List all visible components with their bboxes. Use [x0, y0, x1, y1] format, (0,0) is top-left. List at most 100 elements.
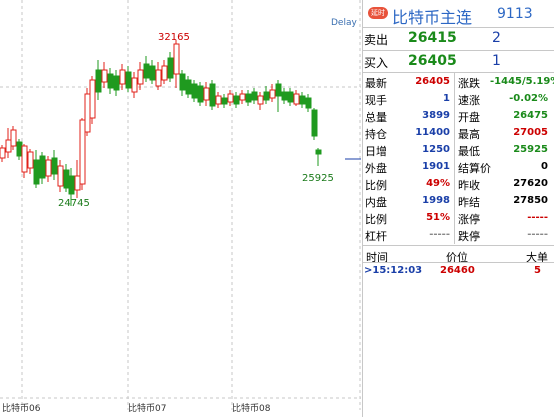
stat-label: 比例 — [365, 177, 387, 193]
candle-body — [258, 96, 263, 104]
candle-body — [126, 72, 131, 88]
stat-row: 比例 51% 涨停 ----- — [362, 209, 554, 225]
stat-row: 外盘 1901 结算价 0 — [362, 158, 554, 174]
candle-body — [28, 152, 33, 168]
stat-row: 比例 49% 昨收 27620 — [362, 175, 554, 191]
buy-volume: 1 — [492, 53, 501, 69]
candle-body — [192, 84, 197, 98]
stat-value: 11400 — [402, 127, 450, 138]
stat-label: 比例 — [365, 211, 387, 227]
candle-body — [222, 98, 227, 104]
stat-value: 26405 — [402, 76, 450, 87]
stat-value: 26475 — [490, 110, 548, 121]
stat-label: 速涨 — [458, 92, 480, 108]
candle-body — [69, 176, 74, 194]
stat-value: 51% — [402, 212, 450, 223]
candle-body — [246, 94, 251, 102]
stat-value: 1250 — [402, 144, 450, 155]
candle-body — [316, 150, 321, 154]
stat-row: 最新 26405 涨跌 -1445/5.19% — [362, 73, 554, 89]
buy-row[interactable]: 买入 26405 1 — [362, 53, 554, 72]
candle-body — [64, 170, 69, 188]
stat-value: 0 — [490, 161, 548, 172]
stat-label: 结算价 — [458, 160, 491, 176]
x-axis-label-08: 比特币08 — [232, 401, 270, 414]
divider — [362, 27, 554, 28]
candle-body — [300, 96, 305, 104]
stat-value: 49% — [402, 178, 450, 189]
candle-body — [282, 92, 287, 100]
kline-chart[interactable]: 32165 24745 25925 Delay 比特币06 比特币07 比特币08 — [0, 0, 361, 417]
stat-label: 外盘 — [365, 160, 387, 176]
stat-label: 昨结 — [458, 194, 480, 210]
candle-body — [216, 96, 221, 104]
buy-price: 26405 — [408, 53, 457, 69]
sell-volume: 2 — [492, 30, 501, 46]
stat-label: 总量 — [365, 109, 387, 125]
candle-body — [46, 160, 51, 176]
trade-time: >15:12:03 — [364, 265, 422, 276]
stat-label: 昨收 — [458, 177, 480, 193]
candle-body — [156, 70, 161, 86]
candle-body — [186, 80, 191, 94]
stat-value: -0.02% — [490, 93, 548, 104]
candle-body — [312, 110, 317, 136]
stat-value: ----- — [402, 229, 450, 240]
candle-body — [120, 70, 125, 84]
trade-price: 26460 — [440, 265, 475, 276]
stat-label: 现手 — [365, 92, 387, 108]
sell-row[interactable]: 卖出 26415 2 — [362, 30, 554, 49]
x-axis-label-07: 比特币07 — [128, 401, 166, 414]
stat-value: 25925 — [490, 144, 548, 155]
candle-body — [138, 70, 143, 84]
stat-value: 27850 — [490, 195, 548, 206]
last-price-label: 25925 — [302, 173, 334, 184]
trade-size: 5 — [534, 265, 541, 276]
candle-body — [34, 160, 39, 184]
candle-body — [80, 120, 85, 184]
instrument-code: 9113 — [497, 6, 533, 22]
sell-label: 卖出 — [364, 31, 388, 48]
stat-value: 27620 — [490, 178, 548, 189]
stat-value: -1445/5.19% — [490, 76, 548, 87]
candle-body — [96, 70, 101, 92]
candle-body — [40, 156, 45, 178]
stat-label: 涨停 — [458, 211, 480, 227]
stat-label: 持仓 — [365, 126, 387, 142]
stat-label: 跌停 — [458, 228, 480, 244]
x-axis-label-06: 比特币06 — [2, 401, 40, 414]
stat-label: 最高 — [458, 126, 480, 142]
trade-row[interactable]: >15:12:03 26460 5 — [362, 265, 554, 279]
candle-body — [114, 76, 119, 90]
stat-value: 27005 — [490, 127, 548, 138]
high-price-label: 32165 — [158, 32, 190, 43]
candle-body — [162, 66, 167, 80]
candle-body — [264, 92, 269, 100]
divider — [362, 245, 554, 246]
divider — [362, 262, 554, 263]
candle-body — [144, 64, 149, 78]
candle-body — [6, 140, 11, 152]
stat-row: 杠杆 ----- 跌停 ----- — [362, 226, 554, 242]
stat-label: 日增 — [365, 143, 387, 159]
candle-body — [85, 94, 90, 132]
candle-body — [174, 44, 179, 74]
candle-body — [168, 58, 173, 78]
candle-body — [90, 80, 95, 118]
candle-body — [132, 78, 137, 92]
candle-body — [240, 94, 245, 100]
delay-badge: 延时 — [368, 7, 388, 19]
stat-label: 最低 — [458, 143, 480, 159]
stat-value: ----- — [490, 212, 548, 223]
stat-label: 开盘 — [458, 109, 480, 125]
instrument-name: 比特币主连 — [392, 4, 472, 28]
quote-panel: 延时 比特币主连 9113 卖出 26415 2 买入 26405 1 最新 26… — [362, 0, 554, 417]
trades-header: 时间 价位 大单 — [362, 249, 554, 263]
quote-header: 延时 比特币主连 9113 — [362, 4, 554, 24]
candle-body — [306, 98, 311, 108]
candlestick-canvas[interactable]: 32165 24745 25925 — [0, 0, 361, 417]
candle-body — [52, 158, 57, 174]
stat-row: 持仓 11400 最高 27005 — [362, 124, 554, 140]
candle-body — [17, 142, 22, 156]
divider — [362, 50, 554, 51]
